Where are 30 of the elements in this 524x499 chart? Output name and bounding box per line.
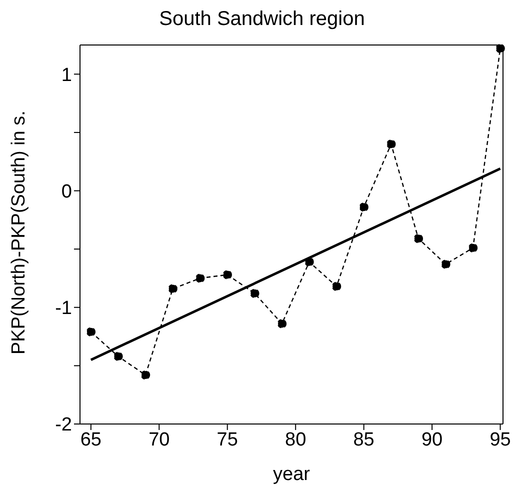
point <box>140 370 150 380</box>
point <box>277 319 287 328</box>
x-tick-label: 90 <box>421 429 443 450</box>
x-tick-label: 70 <box>148 429 170 450</box>
x-tick-label: 75 <box>216 429 238 450</box>
y-axis-title: PKP(North)-PKP(South) in s. <box>8 110 30 354</box>
point <box>304 257 314 267</box>
y-tick-label: 0 <box>61 182 72 203</box>
point <box>359 202 368 212</box>
x-tick-label: 80 <box>285 429 306 450</box>
point <box>414 234 423 244</box>
point <box>441 260 450 269</box>
point <box>195 274 205 283</box>
x-tick-label: 65 <box>80 429 102 450</box>
x-tick-label: 85 <box>353 429 374 450</box>
point <box>332 282 342 291</box>
point <box>168 284 178 294</box>
point <box>386 140 396 149</box>
point <box>222 270 232 280</box>
y-tick-label: -1 <box>55 298 72 320</box>
point <box>468 243 478 253</box>
chart-title: South Sandwich region <box>158 8 366 32</box>
point <box>86 327 96 336</box>
point <box>250 288 260 298</box>
y-tick-label: -2 <box>55 414 72 436</box>
x-tick-label: 95 <box>490 429 511 450</box>
point <box>114 352 123 361</box>
point <box>496 44 505 54</box>
y-tick-label: 1 <box>61 64 72 86</box>
x-axis-title: year <box>273 464 311 485</box>
